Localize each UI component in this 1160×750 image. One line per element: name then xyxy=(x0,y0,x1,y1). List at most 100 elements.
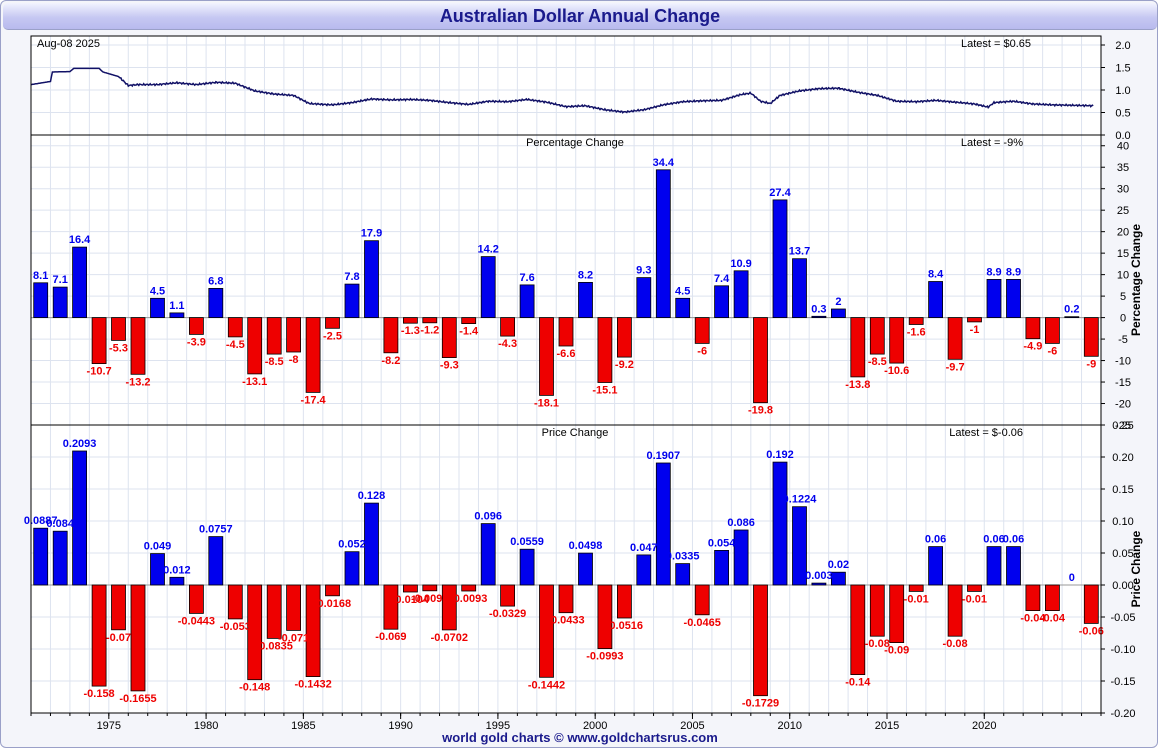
pct-data-label: 4.5 xyxy=(150,285,165,297)
y-tick-label: 0.10 xyxy=(1112,516,1133,528)
y-tick-label: 15 xyxy=(1117,248,1129,260)
x-tick-label: 2020 xyxy=(972,720,996,732)
pct-data-label: 16.4 xyxy=(69,234,91,246)
chg-bar xyxy=(792,506,807,586)
chg-data-label: -0.0993 xyxy=(586,651,623,663)
pct-bar xyxy=(247,317,263,375)
y-tick-label: 1.5 xyxy=(1115,63,1130,75)
chg-bar xyxy=(247,584,263,681)
pct-y-axis-label: Percentage Change xyxy=(1129,224,1143,336)
pct-bar xyxy=(636,277,652,319)
chg-data-label: -0.01 xyxy=(904,593,929,605)
pct-bar xyxy=(792,258,807,319)
chg-data-label: -0.1729 xyxy=(742,698,779,710)
chg-bar xyxy=(1006,546,1021,586)
chg-data-label: -0.0702 xyxy=(431,632,468,644)
pct-data-label: -6.6 xyxy=(557,348,576,360)
chg-bar xyxy=(733,529,749,586)
chg-latest-label: Latest = $-0.06 xyxy=(949,427,1023,439)
pct-bar xyxy=(617,317,632,358)
pct-bar xyxy=(188,317,204,335)
pct-data-label: -13.2 xyxy=(125,376,150,388)
chg-data-label: -0.0104 xyxy=(392,594,430,606)
pct-bar xyxy=(305,317,321,393)
pct-data-label: 10.9 xyxy=(730,258,751,270)
pct-bar xyxy=(928,281,943,318)
y-tick-label: 0.05 xyxy=(1112,548,1133,560)
chg-bar xyxy=(305,584,321,677)
chg-bar xyxy=(72,450,87,586)
pct-data-label: -18.1 xyxy=(534,397,559,409)
pct-bar xyxy=(169,312,185,318)
y-tick-label: -10 xyxy=(1115,356,1131,368)
pct-data-label: -19.8 xyxy=(748,405,773,417)
panel-1 xyxy=(30,35,1102,136)
pct-data-label: -10.7 xyxy=(87,366,112,378)
chg-bar xyxy=(617,584,632,619)
pct-bar xyxy=(539,317,554,396)
pct-bar xyxy=(383,317,399,354)
chg-data-label: 0.02 xyxy=(828,559,849,571)
chg-bar xyxy=(714,550,729,586)
chg-bar xyxy=(402,584,418,593)
chg-bar xyxy=(1083,584,1099,624)
pct-data-label: -9.7 xyxy=(946,361,965,373)
pct-data-label: -4.9 xyxy=(1023,341,1042,353)
pct-bar xyxy=(208,287,224,318)
chg-bar xyxy=(227,584,243,620)
chg-data-label: -0.158 xyxy=(83,688,114,700)
chg-data-label: 0.012 xyxy=(163,564,191,576)
pct-bar xyxy=(967,317,982,323)
chg-data-label: -0.1432 xyxy=(294,679,331,691)
pct-data-label: -6 xyxy=(697,345,707,357)
chg-bar xyxy=(52,530,68,586)
pct-bar xyxy=(1045,317,1060,344)
y-tick-label: 0.0 xyxy=(1115,130,1130,142)
chg-data-label: 0.1224 xyxy=(783,494,818,506)
pct-data-label: 2 xyxy=(835,296,841,308)
title-bar: Australian Dollar Annual Change xyxy=(3,3,1157,30)
y-tick-label: 0.00 xyxy=(1112,580,1133,592)
pct-data-label: 34.4 xyxy=(653,157,675,169)
pct-data-label: -8.2 xyxy=(381,355,400,367)
y-tick-label: -0.15 xyxy=(1110,676,1135,688)
chg-bar xyxy=(578,552,593,586)
y-tick-label: -0.20 xyxy=(1110,708,1135,720)
chg-data-label: -0.04 xyxy=(1040,613,1066,625)
pct-bar xyxy=(72,246,87,319)
pct-bar xyxy=(111,317,126,341)
y-tick-label: -25 xyxy=(1115,420,1131,432)
pct-bar xyxy=(91,317,107,365)
chg-data-label: 0.084 xyxy=(46,518,74,530)
panel-border xyxy=(30,424,1102,714)
chg-bar xyxy=(1045,584,1060,612)
pct-data-label: -9.2 xyxy=(615,359,634,371)
pct-data-label: 4.5 xyxy=(675,285,690,297)
pct-data-label: 7.8 xyxy=(344,271,359,283)
pct-bar xyxy=(947,317,963,360)
chg-bar xyxy=(480,523,496,586)
pct-data-label: 8.2 xyxy=(578,269,593,281)
pct-bar xyxy=(286,317,302,353)
pct-data-label: -13.1 xyxy=(242,376,267,388)
y-tick-label: 0 xyxy=(1120,313,1126,325)
pct-bar xyxy=(597,317,613,383)
pct-bar xyxy=(344,283,360,319)
pct-data-label: -9 xyxy=(1086,358,1096,370)
pct-bar xyxy=(578,281,593,318)
pct-data-label: 8.1 xyxy=(33,270,48,282)
pct-bar xyxy=(655,169,671,319)
chg-data-label: -0.09 xyxy=(884,645,909,657)
footer-credit[interactable]: world gold charts © www.goldchartsrus.co… xyxy=(442,730,718,745)
pct-data-label: -15.1 xyxy=(592,385,617,397)
price-line xyxy=(30,67,1094,114)
pct-bar xyxy=(772,199,788,318)
chg-bar xyxy=(150,553,165,586)
x-tick-label: 2000 xyxy=(583,720,607,732)
pct-data-label: -1.2 xyxy=(420,325,439,337)
pct-data-label: 13.7 xyxy=(789,246,810,258)
chg-bar xyxy=(461,584,477,592)
pct-bar xyxy=(441,317,457,359)
